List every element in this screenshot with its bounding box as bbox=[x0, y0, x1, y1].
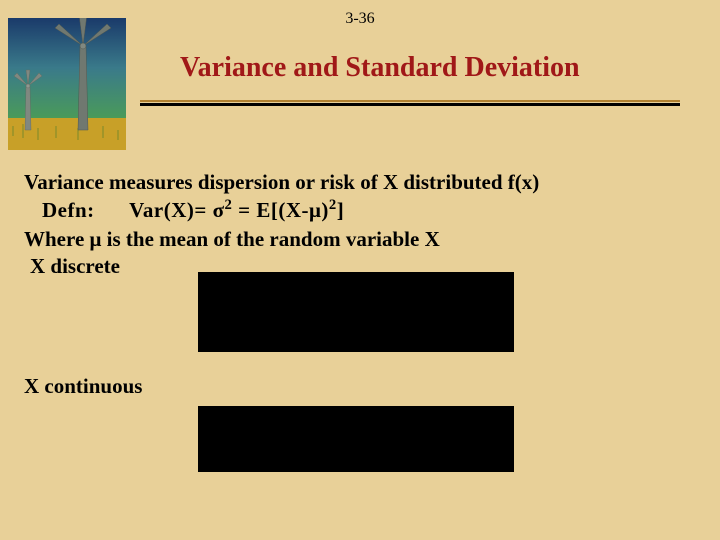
defn-sufa: ) bbox=[321, 198, 329, 222]
mu-symbol-2: μ bbox=[90, 227, 102, 251]
defn-sufb: ] bbox=[337, 198, 345, 222]
windmill-decoration bbox=[8, 18, 126, 150]
exponent-2b: 2 bbox=[329, 197, 337, 213]
defn-mid: = E[(X- bbox=[232, 198, 309, 222]
where-b: is the mean of the random variable X bbox=[101, 227, 439, 251]
defn-prefix: Var(X)= bbox=[129, 198, 212, 222]
where-a: Where bbox=[24, 227, 90, 251]
defn-label: Defn: bbox=[42, 198, 95, 222]
line-variance-measures: Variance measures dispersion or risk of … bbox=[24, 168, 696, 196]
mu-symbol-1: μ bbox=[309, 198, 321, 222]
line-where-mean: Where μ is the mean of the random variab… bbox=[24, 225, 696, 253]
title-divider bbox=[140, 100, 680, 106]
content-block: Variance measures dispersion or risk of … bbox=[24, 168, 696, 253]
slide-title: Variance and Standard Deviation bbox=[180, 52, 580, 84]
continuous-label: X continuous bbox=[24, 374, 142, 399]
sigma-symbol: σ bbox=[213, 198, 225, 222]
line-defn: Defn: Var(X)= σ2 = E[(X-μ)2] bbox=[24, 196, 696, 224]
formula-box-discrete bbox=[198, 272, 514, 352]
page-number: 3-36 bbox=[345, 10, 374, 28]
discrete-label: X discrete bbox=[30, 254, 120, 279]
formula-box-continuous bbox=[198, 406, 514, 472]
